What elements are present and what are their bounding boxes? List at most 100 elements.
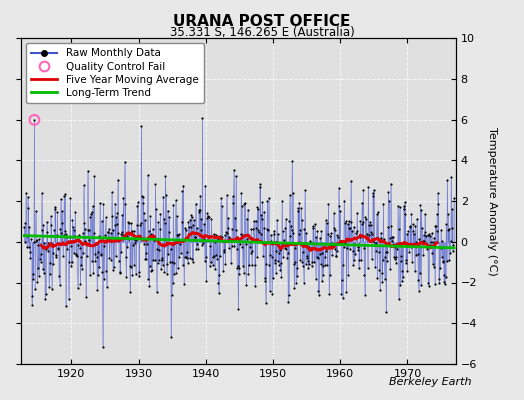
Point [200,236,208,242]
Point [305,261,314,267]
Point [250,217,258,224]
Point [150,237,158,243]
Point [205,233,213,239]
Point [199,240,207,246]
Point [219,268,227,274]
Point [122,254,130,260]
Point [106,236,114,242]
Point [186,216,194,223]
Point [340,244,348,250]
Point [381,249,390,256]
Point [117,231,125,238]
Point [281,245,289,251]
Point [450,195,458,201]
Point [331,227,339,233]
Point [65,259,73,266]
Point [336,241,345,248]
Point [157,266,165,273]
Point [147,268,156,274]
Point [96,252,105,258]
Point [39,266,47,273]
Point [420,238,429,244]
Point [80,219,89,226]
Point [300,226,309,232]
Point [409,221,417,228]
Point [263,198,271,204]
Point [434,201,442,207]
Point [334,234,342,240]
Point [243,215,251,222]
Point [179,262,187,268]
Point [225,234,234,240]
Point [365,222,373,228]
Point [353,210,361,216]
Point [428,230,436,236]
Point [317,228,325,234]
Point [301,187,309,194]
Point [333,248,342,254]
Point [416,202,424,209]
Point [141,250,150,256]
Point [99,344,107,350]
Point [129,242,137,248]
Point [63,234,71,240]
Point [38,227,47,233]
Point [365,232,374,238]
Point [343,221,352,227]
Point [322,248,331,254]
Point [261,300,270,306]
Point [312,254,321,260]
Point [367,256,376,262]
Point [400,206,408,212]
Point [426,242,434,248]
Point [399,274,407,280]
Point [178,219,186,226]
Point [285,218,293,224]
Point [436,244,445,251]
Point [446,250,454,256]
Point [312,234,320,241]
Point [343,245,351,252]
Point [408,228,417,234]
Point [93,249,102,255]
Point [278,228,287,234]
Point [225,244,233,251]
Point [149,237,158,243]
Point [162,192,170,198]
Point [379,257,387,264]
Point [294,231,303,238]
Point [76,281,84,288]
Point [241,200,249,207]
Point [43,240,52,246]
Point [267,238,276,244]
Point [292,265,301,272]
Point [393,246,401,252]
Point [320,262,329,268]
Point [228,193,237,200]
Point [137,122,146,129]
Point [360,272,368,278]
Point [275,261,283,268]
Point [83,168,92,174]
Point [263,226,271,232]
Point [447,174,455,180]
Point [372,248,380,254]
Point [304,244,313,250]
Point [50,226,58,233]
Point [210,253,219,259]
Point [67,242,75,249]
Point [192,200,200,207]
Point [242,240,250,247]
Point [114,230,123,236]
Point [127,264,135,270]
Point [42,246,50,252]
Point [130,240,139,246]
Point [35,236,43,243]
Point [150,257,159,263]
Point [198,114,206,121]
Point [26,248,34,255]
Point [373,274,381,281]
Point [74,232,83,238]
Point [56,226,64,232]
Point [169,280,177,286]
